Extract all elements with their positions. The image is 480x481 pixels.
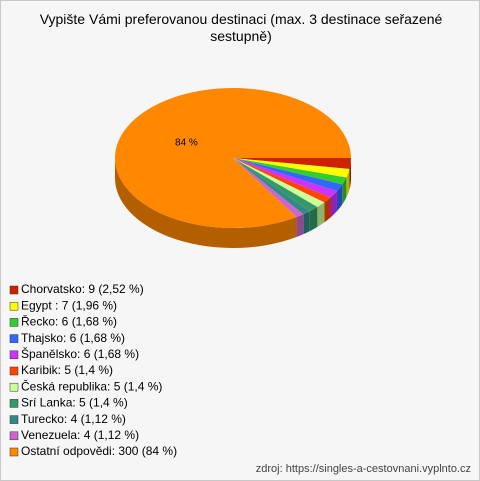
pie-slice-side — [317, 202, 325, 227]
legend-swatch — [9, 350, 19, 360]
legend-swatch — [9, 415, 19, 424]
pie-slice — [233, 158, 310, 215]
pie-slice — [233, 158, 347, 185]
source: zdroj: https://singles-a-cestovnani.vypl… — [256, 463, 471, 475]
legend-swatch — [9, 301, 19, 311]
pie-slice — [233, 158, 318, 212]
pie-slice — [233, 158, 337, 198]
pie-slice — [233, 158, 351, 170]
pie-slice-side — [303, 211, 310, 235]
pie-slice-side — [309, 206, 318, 232]
pie-slice — [115, 88, 351, 228]
pie-slice-side — [115, 158, 297, 248]
legend-swatch — [9, 447, 19, 457]
pie-slice-side — [346, 169, 350, 198]
legend-label: Ostatní odpovědi: 300 (84 %) — [21, 444, 177, 458]
legend-swatch — [9, 318, 19, 327]
pie-slice — [233, 158, 343, 192]
pie-slice-side — [296, 214, 304, 238]
legend-swatch — [9, 399, 19, 408]
legend-label: Srí Lanka: 5 (1,4 %) — [21, 396, 128, 410]
legend-label: Česká republika: 5 (1,4 %) — [21, 378, 162, 393]
legend-label: Karibik: 5 (1,4 %) — [21, 363, 113, 377]
legend-label: Řecko: 6 (1,68 %) — [21, 314, 117, 329]
pie-slice-side — [330, 191, 337, 218]
legend-swatch — [9, 382, 19, 392]
legend-label: Turecko: 4 (1,12 %) — [21, 412, 126, 426]
legend-label: Egypt : 7 (1,96 %) — [21, 298, 117, 312]
pie-slice — [233, 158, 331, 203]
pie-slice — [233, 158, 350, 178]
legend-swatch — [9, 366, 19, 376]
legend-label: Thajsko: 6 (1,68 %) — [21, 331, 125, 345]
pie-slice-side — [324, 197, 331, 223]
legend-label: Chorvatsko: 9 (2,52 %) — [21, 282, 144, 296]
pie-slice-side — [342, 177, 347, 205]
chart-title: Vypište Vámi preferovanou destinaci (max… — [39, 11, 443, 44]
legend-label: Venezuela: 4 (1,12 %) — [21, 428, 139, 442]
legend-swatch — [9, 334, 19, 343]
data-label: 84 % — [175, 137, 198, 148]
legend-swatch — [9, 285, 19, 295]
pie-slice — [233, 158, 304, 218]
pie-slice-side — [336, 184, 343, 212]
legend-label: Španělsko: 6 (1,68 %) — [21, 346, 139, 361]
pie-slice — [233, 158, 325, 207]
legend-swatch — [9, 431, 19, 441]
pie-slice-side — [349, 158, 351, 190]
